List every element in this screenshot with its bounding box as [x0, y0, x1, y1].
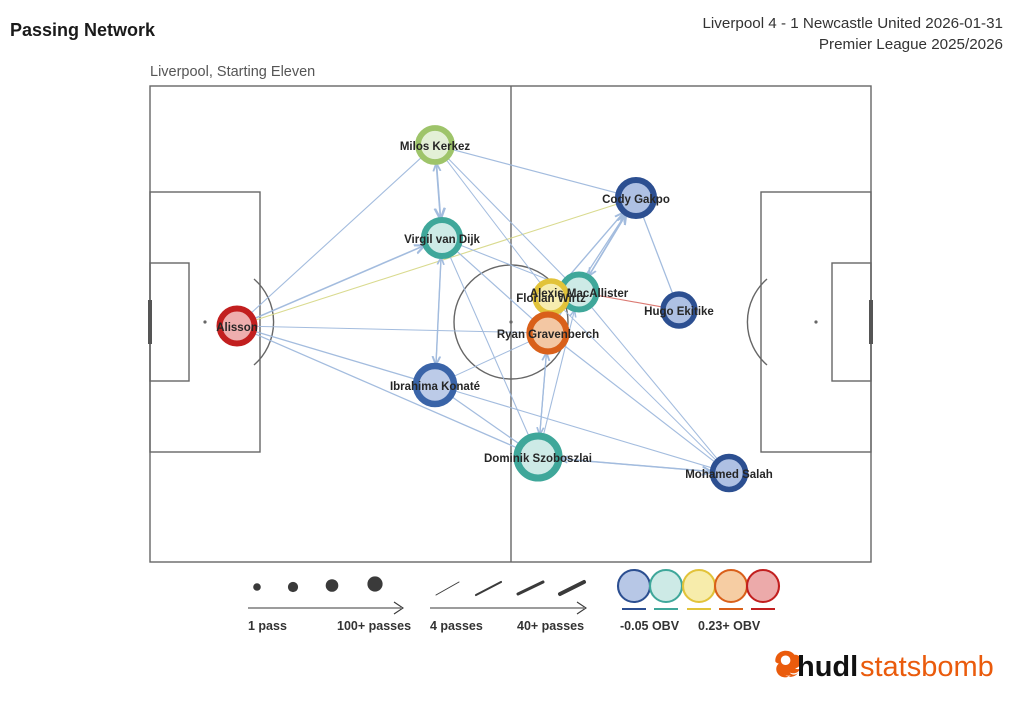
svg-text:statsbomb: statsbomb: [860, 651, 994, 683]
svg-text:hudl: hudl: [797, 651, 858, 683]
